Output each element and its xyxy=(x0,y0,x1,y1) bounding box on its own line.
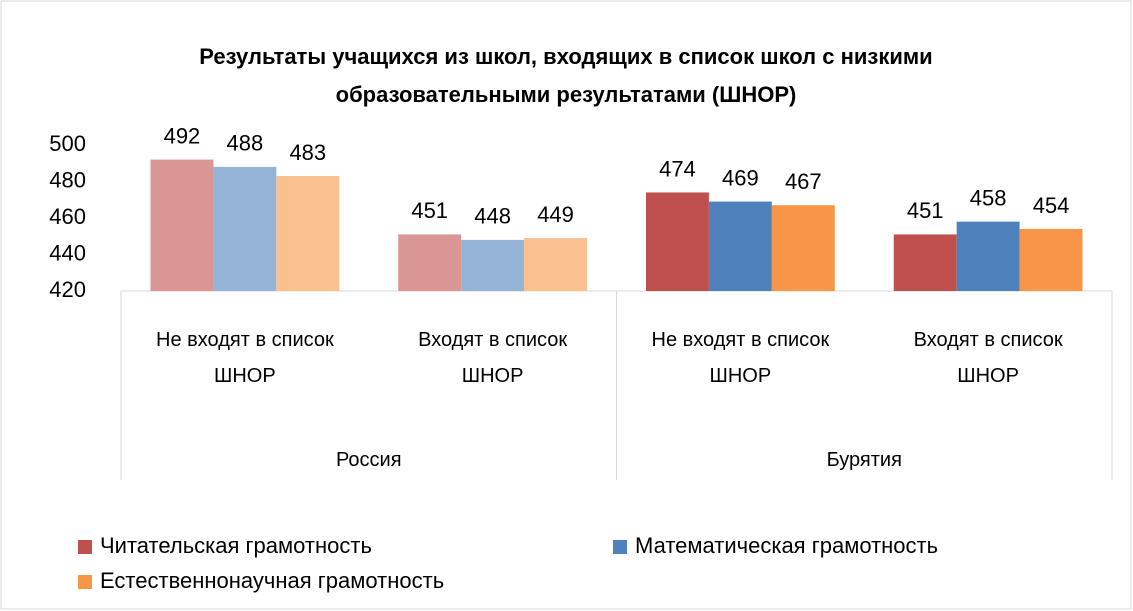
bar xyxy=(771,205,835,291)
data-label: 449 xyxy=(537,202,574,227)
bar xyxy=(150,159,214,291)
group-label: Бурятия xyxy=(826,449,902,471)
group-label: Россия xyxy=(335,449,402,471)
y-tick-label: 420 xyxy=(49,277,86,302)
y-tick-label: 460 xyxy=(49,204,86,229)
y-tick-label: 480 xyxy=(49,167,86,192)
y-tick-label: 440 xyxy=(49,240,86,265)
legend-label: Математическая грамотность xyxy=(635,533,938,558)
bar xyxy=(276,176,340,291)
data-label: 451 xyxy=(907,198,944,223)
legend-swatch xyxy=(78,540,92,554)
legend-swatch xyxy=(78,575,92,589)
data-label: 448 xyxy=(474,204,511,229)
data-label: 454 xyxy=(1033,193,1070,218)
x-tick-label: Не входят в список ШНОР xyxy=(651,329,830,387)
data-label: 451 xyxy=(411,198,448,223)
bar xyxy=(893,234,957,291)
legend-label: Читательская грамотность xyxy=(100,533,372,558)
bar xyxy=(398,234,462,291)
data-label: 458 xyxy=(970,185,1007,210)
bar xyxy=(461,239,525,291)
y-tick-label: 500 xyxy=(49,131,86,156)
legend-label: Естественнонаучная грамотность xyxy=(100,568,444,593)
x-tick-label: Входят в список ШНОР xyxy=(913,329,1063,387)
x-tick-label: Не входят в список ШНОР xyxy=(156,329,334,387)
chart-title: Результаты учащихся из школ, входящих в … xyxy=(199,44,933,107)
bar xyxy=(1019,228,1083,291)
bar xyxy=(645,192,709,291)
bar xyxy=(524,238,588,291)
bar xyxy=(708,201,772,291)
legend-swatch xyxy=(613,540,627,554)
data-label: 492 xyxy=(164,123,201,148)
x-tick-label: Входят в список ШНОР xyxy=(418,329,568,387)
bar xyxy=(213,166,277,291)
data-label: 467 xyxy=(785,169,822,194)
data-label: 483 xyxy=(289,140,326,165)
data-label: 469 xyxy=(722,165,759,190)
bar xyxy=(956,221,1020,291)
data-label: 474 xyxy=(659,156,696,181)
data-label: 488 xyxy=(227,131,264,156)
